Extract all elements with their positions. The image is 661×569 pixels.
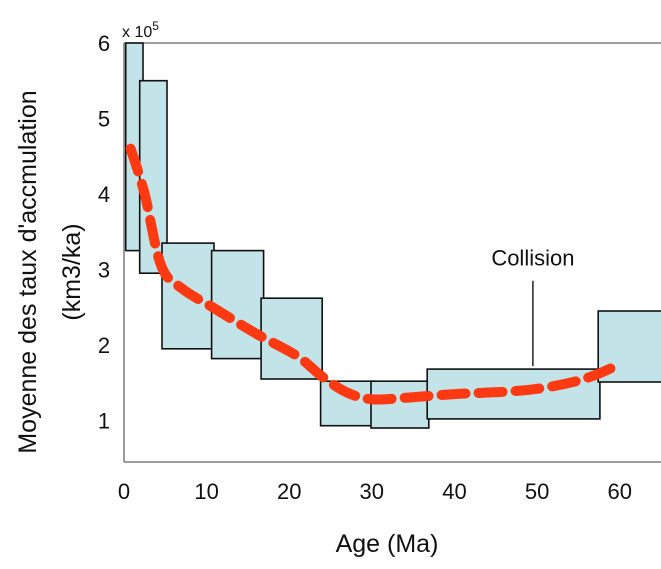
x-tick-label-30: 30	[360, 479, 384, 504]
accumulation-boxes	[124, 42, 661, 429]
x-tick-label-20: 20	[277, 479, 301, 504]
x-tick-label-50: 50	[525, 479, 549, 504]
x-tick-labels: 0 10 20 30 40 50 60	[118, 479, 632, 504]
x-tick-label-0: 0	[118, 479, 130, 504]
accumulation-box-4	[210, 249, 265, 360]
y-tick-label-1: 1	[98, 409, 110, 434]
annotation-label-collision: Collision	[491, 246, 574, 271]
y-axis-title-line2: (km3/ka)	[58, 223, 86, 320]
x-axis-title: Age (Ma)	[336, 530, 439, 558]
y-tick-labels: 1 2 3 4 5 6	[98, 31, 110, 434]
y-multiplier-base: x 10	[122, 24, 152, 41]
x-tick-label-60: 60	[607, 479, 631, 504]
y-tick-label-5: 5	[98, 107, 110, 132]
accumulation-box-7	[370, 380, 430, 429]
y-tick-label-3: 3	[98, 258, 110, 283]
trend-curve	[125, 143, 621, 405]
y-tick-label-6: 6	[98, 31, 110, 56]
x-tick-label-10: 10	[194, 479, 218, 504]
trend-curve-layer	[125, 143, 621, 405]
x-tick-label-40: 40	[442, 479, 466, 504]
y-tick-label-4: 4	[98, 182, 110, 207]
y-multiplier-exponent: 5	[152, 19, 159, 33]
annotation-layer: Collision	[491, 246, 574, 367]
y-axis-title-line1: Moyenne des taux d'accmulation	[14, 90, 42, 453]
y-multiplier-label: x 105	[122, 19, 159, 41]
y-tick-label-2: 2	[98, 333, 110, 358]
